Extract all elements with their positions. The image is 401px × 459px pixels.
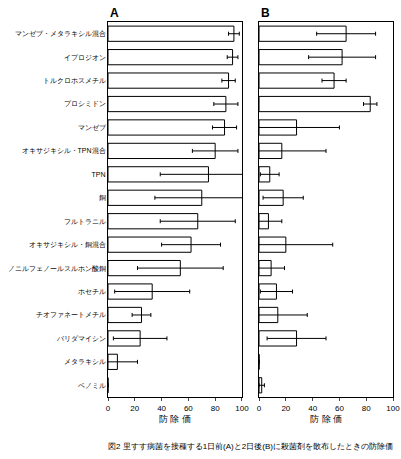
svg-text:40: 40 xyxy=(157,404,166,413)
svg-text:マンゼブ・メタラキシル混合: マンゼブ・メタラキシル混合 xyxy=(15,30,106,38)
svg-text:オキサジキシル・銅混合: オキサジキシル・銅混合 xyxy=(29,241,106,249)
svg-text:60: 60 xyxy=(335,404,344,413)
svg-text:マンゼブ: マンゼブ xyxy=(78,124,107,131)
svg-text:ノニルフェノールスルホン酸銅: ノニルフェノールスルホン酸銅 xyxy=(8,265,106,272)
svg-text:20: 20 xyxy=(281,404,290,413)
svg-text:防 除 価: 防 除 価 xyxy=(310,414,342,424)
svg-text:銅: 銅 xyxy=(99,194,106,201)
svg-text:チオファネートメチル: チオファネートメチル xyxy=(36,311,106,318)
svg-text:TPN: TPN xyxy=(92,171,106,178)
svg-text:オキサジキシル・TPN混合: オキサジキシル・TPN混合 xyxy=(22,147,106,155)
svg-text:80: 80 xyxy=(211,404,220,413)
svg-text:100: 100 xyxy=(235,404,249,413)
svg-text:ホセチル: ホセチル xyxy=(78,288,106,295)
svg-text:トルクロホスメチル: トルクロホスメチル xyxy=(43,77,106,84)
svg-text:フルトラニル: フルトラニル xyxy=(64,218,106,225)
svg-text:防 除 価: 防 除 価 xyxy=(159,414,191,424)
svg-text:図2 里すす病菌を接種する1日前(A)と2日後(B)に殺菌剤: 図2 里すす病菌を接種する1日前(A)と2日後(B)に殺菌剤を散布したときの防除… xyxy=(108,442,393,451)
svg-text:40: 40 xyxy=(308,404,317,413)
svg-text:イプロジオン: イプロジオン xyxy=(64,54,106,61)
svg-text:プロシミドン: プロシミドン xyxy=(64,100,106,107)
svg-text:B: B xyxy=(261,6,270,20)
svg-text:100: 100 xyxy=(386,404,400,413)
svg-text:0: 0 xyxy=(257,404,262,413)
svg-text:A: A xyxy=(110,6,119,20)
svg-text:0: 0 xyxy=(106,404,111,413)
svg-text:80: 80 xyxy=(362,404,371,413)
svg-text:メタラキシル: メタラキシル xyxy=(64,358,106,366)
svg-text:ベノミル: ベノミル xyxy=(78,382,106,389)
svg-text:60: 60 xyxy=(184,404,193,413)
svg-text:20: 20 xyxy=(130,404,139,413)
svg-text:バリダマイシン: バリダマイシン xyxy=(56,335,106,343)
